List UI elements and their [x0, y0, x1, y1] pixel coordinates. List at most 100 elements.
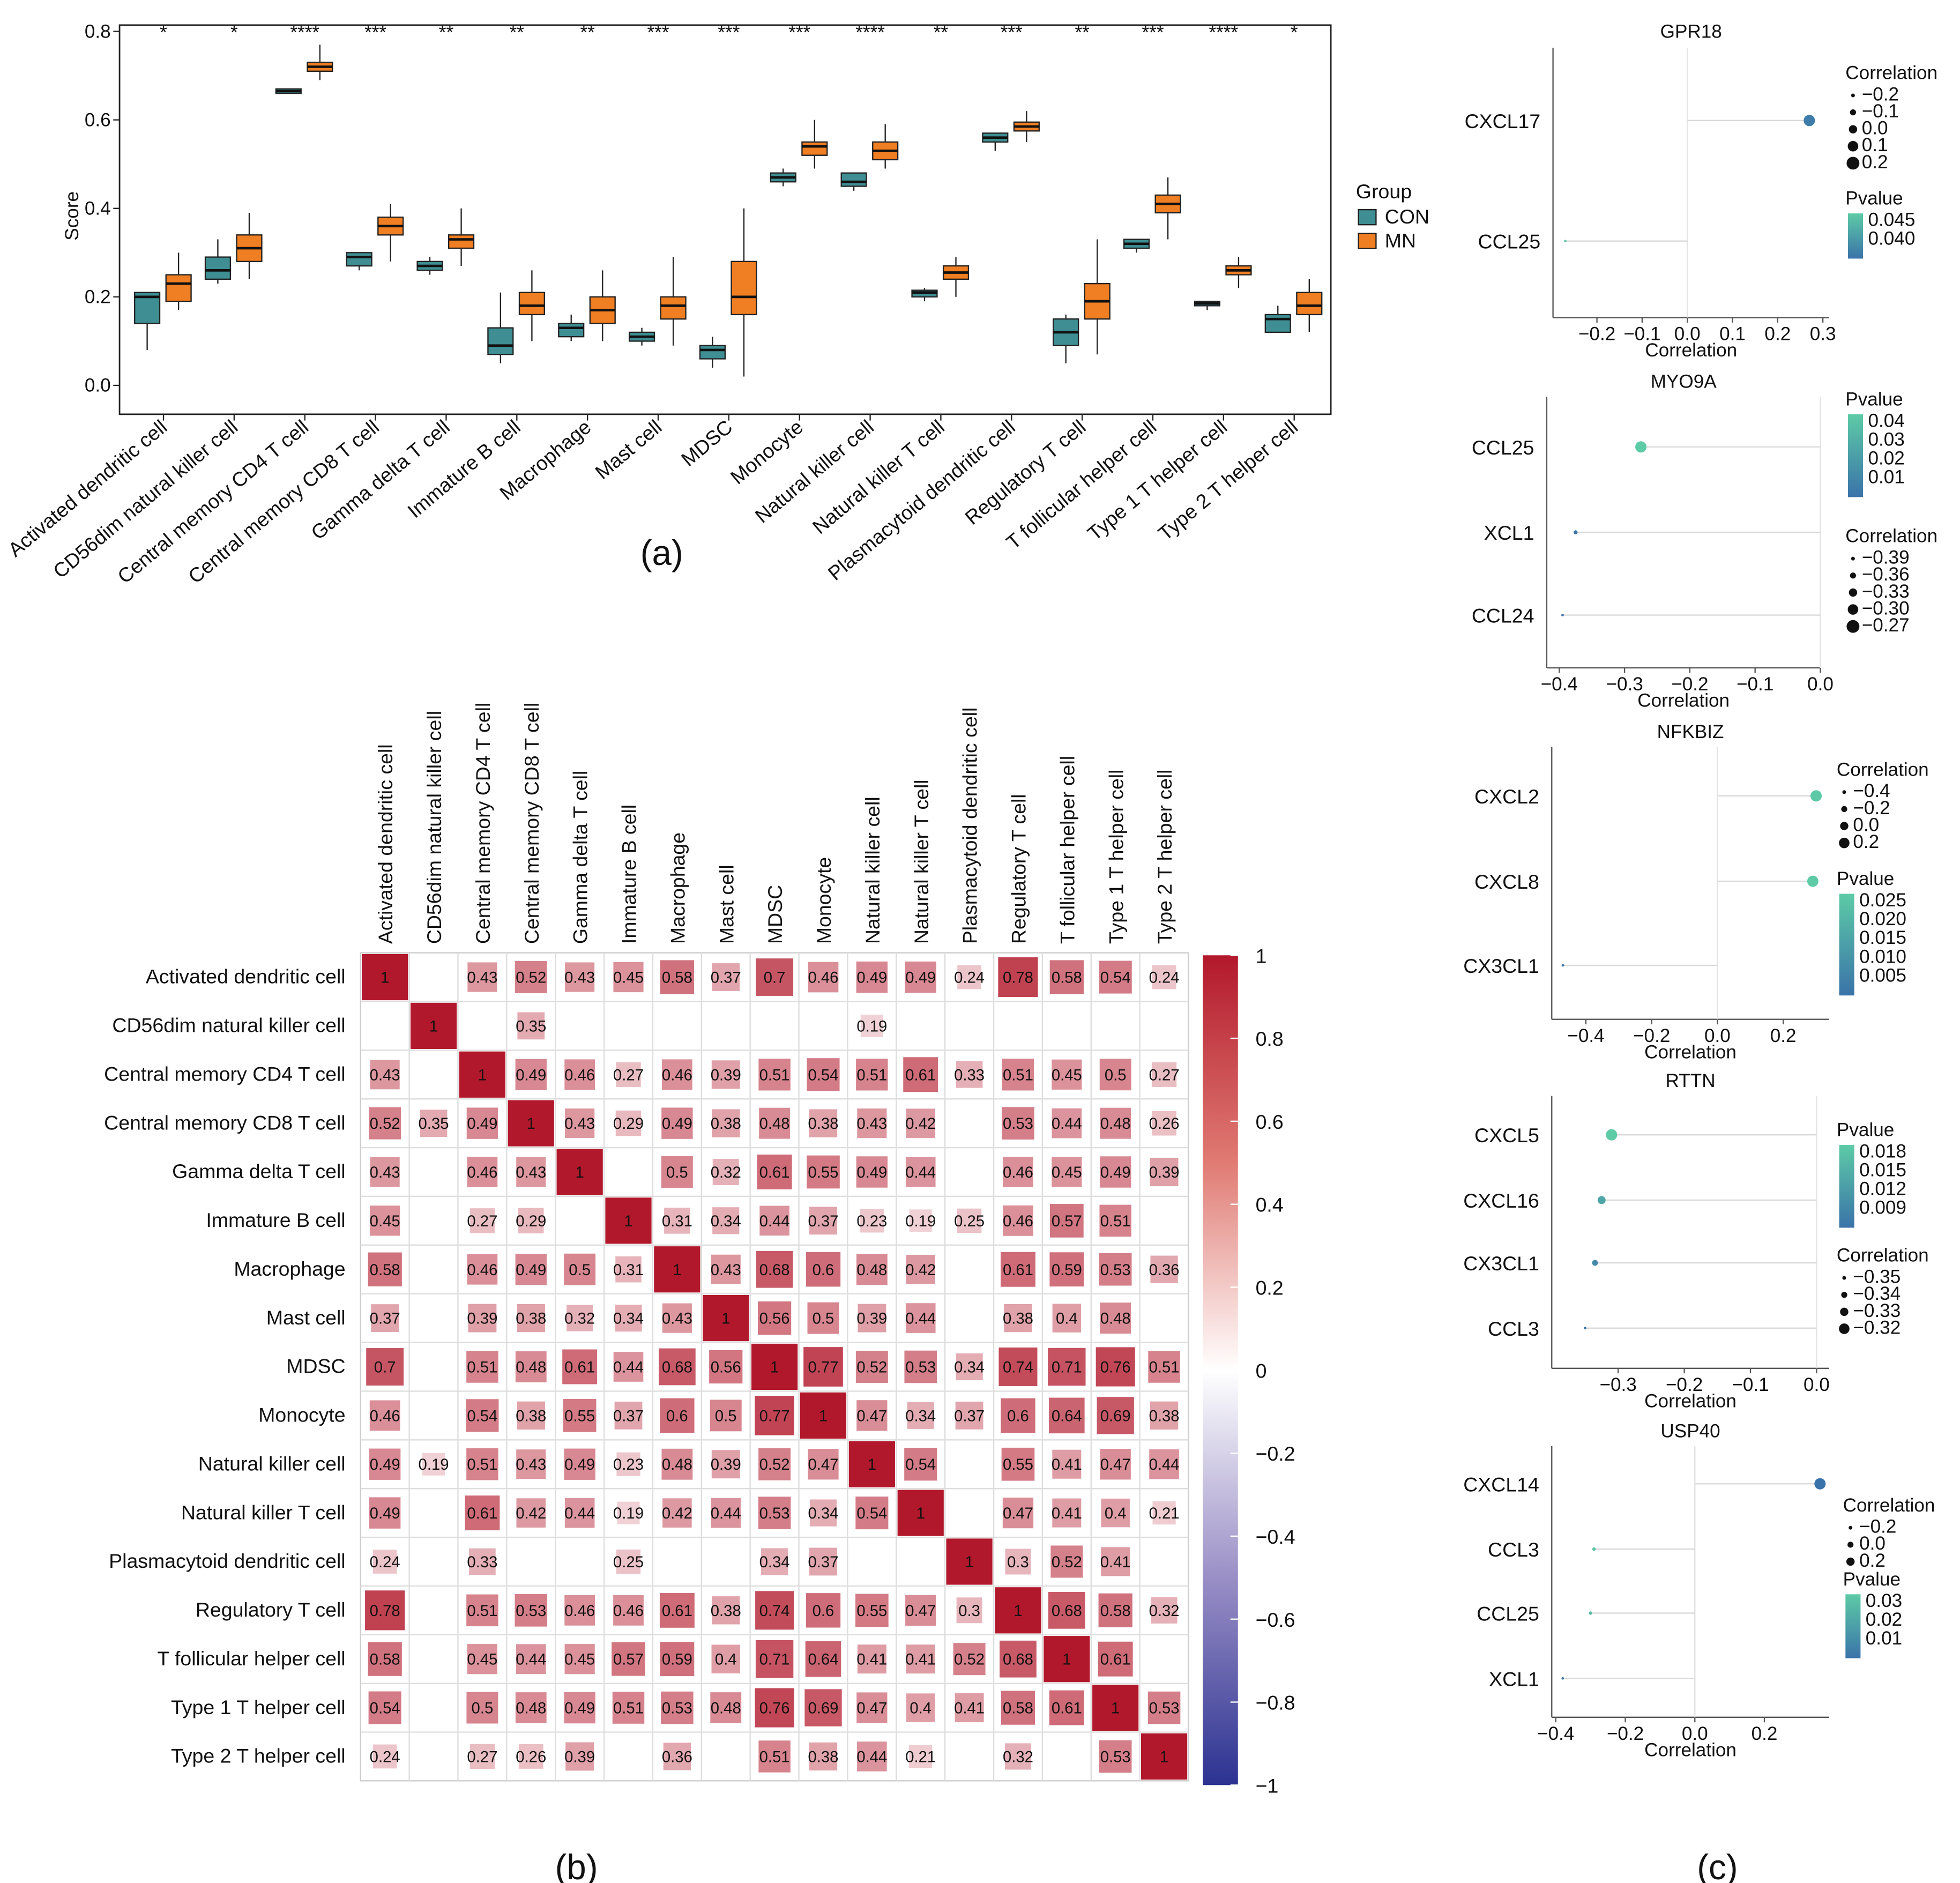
size-legend-dot: [1839, 837, 1850, 849]
heatmap-cell: [809, 1499, 837, 1527]
cell-value-label: 1: [721, 1311, 730, 1328]
column-label: Gamma delta T cell: [569, 771, 592, 944]
heatmap-cell: [1100, 1449, 1131, 1480]
heatmap-cell: [1002, 1059, 1034, 1091]
heatmap-cell: [422, 1453, 445, 1476]
heatmap-cell: [953, 1643, 986, 1676]
legend-label: −0.4: [1853, 780, 1890, 801]
cell-value-label: 0.5: [569, 1262, 591, 1279]
heatmap-cell: [516, 1644, 546, 1674]
legend-label: −0.30: [1862, 598, 1910, 619]
heatmap-cell: [516, 1498, 546, 1528]
cell-value-label: 0.48: [516, 1359, 546, 1376]
heatmap-cell: [1000, 1640, 1037, 1678]
column-label: Plasmacytoid dendritic cell: [959, 708, 981, 944]
column-label: Mast cell: [715, 865, 737, 944]
gene-label: CXCL2: [1474, 785, 1539, 808]
heatmap-cell: [756, 1251, 793, 1288]
cell-value-label: 0.44: [711, 1505, 741, 1522]
heatmap-cell: [369, 1448, 401, 1480]
box-mn: [1296, 279, 1323, 332]
heatmap-cell: [906, 1254, 936, 1284]
cell-value-label: 0.31: [613, 1262, 644, 1279]
heatmap-cell: [616, 1549, 641, 1574]
heatmap-cell: [659, 1348, 696, 1386]
cell-value-label: 0.23: [856, 1213, 887, 1230]
heatmap-cell: [1005, 1549, 1031, 1575]
cell-value-label: 0.33: [954, 1067, 985, 1084]
heatmap-cell: [567, 1305, 593, 1331]
cell-value-label: 0.43: [856, 1115, 887, 1133]
heatmap-cell: [907, 1402, 934, 1429]
heatmap-cell: [807, 1058, 840, 1091]
heatmap-cell: [855, 1350, 888, 1383]
box-con: [1123, 239, 1150, 253]
cell-value-label: 1: [819, 1408, 828, 1425]
cell-value-label: 0.4: [1056, 1311, 1078, 1328]
x-tick-label: 0.1: [1719, 324, 1746, 345]
cell-value-label: 0.5: [666, 1164, 688, 1181]
box-mn: [1084, 239, 1111, 355]
legend-label: −0.33: [1853, 1300, 1901, 1321]
x-tick-label: 0.0: [1704, 1025, 1731, 1046]
lollipop-plot-gpr18: GPR18−0.2 −0.1 0.0 0.1 0.2 0.3CorrelationCXCL…: [1465, 21, 1938, 361]
heatmap-cell: [564, 1692, 595, 1724]
lollipop-point: [1635, 441, 1647, 453]
heatmap-cell: [856, 1692, 888, 1723]
heatmap-cell: [906, 1644, 935, 1674]
heatmap-cell: [518, 1744, 543, 1769]
heatmap-cell: [615, 1110, 642, 1136]
heatmap-cell: [661, 1156, 693, 1188]
lollipop-point: [1810, 790, 1822, 802]
lollipop-point: [1561, 614, 1564, 616]
legend-title: Correlation: [1837, 1245, 1929, 1266]
box: [1264, 314, 1291, 333]
heatmap-cell: [616, 1062, 641, 1087]
heatmap-cell: [564, 1644, 595, 1674]
cell-value-label: 0.24: [954, 970, 985, 987]
heatmap-cell: [1098, 1593, 1132, 1627]
cell-value-label: 0.45: [613, 970, 644, 987]
box-con: [1264, 306, 1291, 333]
cell-value-label: 0.61: [1003, 1262, 1033, 1279]
heatmap-cell: [1044, 1636, 1090, 1683]
heatmap-cell: [466, 1107, 498, 1139]
legend-label: 0.040: [1868, 228, 1915, 249]
cell-value-label: 1: [429, 1018, 438, 1035]
x-tick-label: −0.1: [1732, 1374, 1769, 1395]
cell-value-label: 0.44: [516, 1651, 546, 1669]
heatmap-cell: [807, 1302, 839, 1334]
heatmap-cell: [903, 1057, 938, 1092]
legend-label: 0.2: [1853, 831, 1879, 852]
heatmap-cell: [1098, 1641, 1133, 1677]
legend-label: 0.025: [1859, 890, 1906, 911]
heatmap-cell: [803, 1347, 843, 1387]
cell-value-label: 0.52: [856, 1359, 887, 1376]
column-label: Central memory CD8 T cell: [520, 703, 543, 944]
lollipop-point: [1814, 1478, 1826, 1490]
cell-value-label: 0.52: [516, 970, 546, 987]
row-label: Central memory CD8 T cell: [104, 1111, 345, 1134]
y-tick-label: 0.0: [85, 375, 111, 396]
heatmap-cell: [612, 1692, 645, 1724]
size-legend-dot: [1841, 806, 1847, 813]
cell-value-label: 0.26: [1149, 1115, 1180, 1133]
cell-value-label: 0.5: [813, 1311, 834, 1328]
heatmap-cell: [372, 1550, 397, 1574]
cell-value-label: 0.57: [613, 1651, 644, 1669]
cell-value-label: 0.21: [905, 1748, 936, 1766]
heatmap-cell: [1052, 1449, 1082, 1479]
x-tick-label: −0.2: [1633, 1025, 1670, 1046]
panel-label-b: (b): [555, 1848, 598, 1883]
cell-value-label: 0.58: [1003, 1700, 1033, 1717]
gene-label: CXCL14: [1463, 1473, 1539, 1495]
box-mn: [660, 257, 687, 346]
lollipop-plot-myo9a: MYO9A −0.4 −0.3 −0.2 −0.1 0.0 Correlation CCL25…: [1472, 371, 1937, 711]
cell-value-label: 0.51: [1003, 1067, 1033, 1084]
gene-label: CCL25: [1472, 436, 1534, 459]
significance-label: *: [1291, 23, 1298, 43]
heatmap-cell: [466, 1448, 498, 1480]
cell-value-label: 0.41: [856, 1651, 887, 1669]
column-label: T follicular helper cell: [1056, 756, 1078, 944]
heatmap-cell: [806, 1252, 841, 1287]
